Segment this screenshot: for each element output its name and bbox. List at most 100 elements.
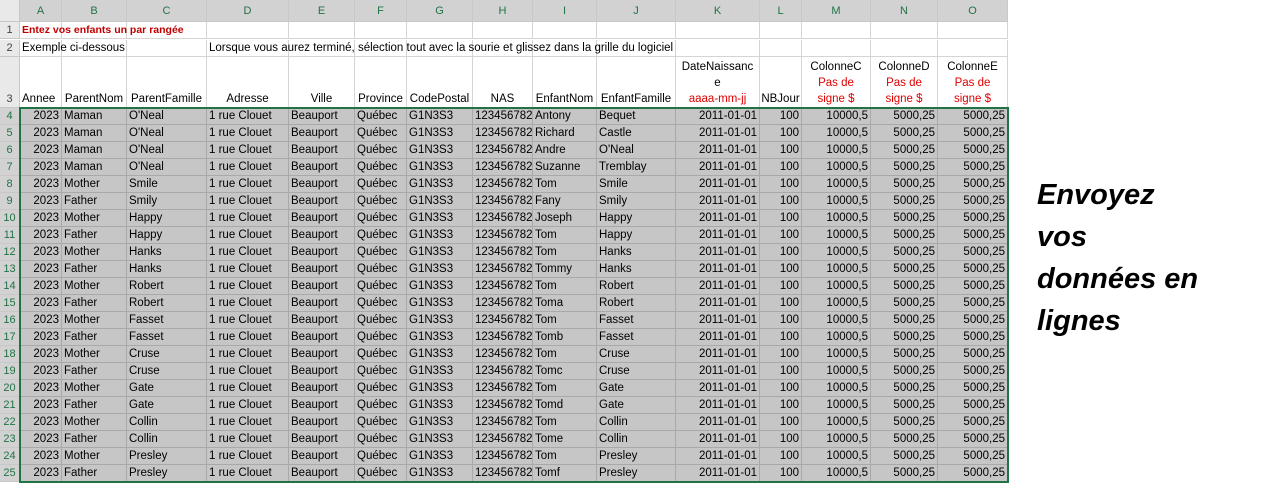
cell: 100 [760, 193, 802, 210]
cell: 123456782 [473, 159, 533, 176]
cell: Fasset [127, 329, 207, 346]
cell: 2011-01-01 [676, 244, 760, 261]
cell: Québec [355, 414, 407, 431]
cell: 1 rue Clouet [207, 261, 289, 278]
cell: 123456782 [473, 108, 533, 125]
cell: Québec [355, 278, 407, 295]
row-number: 17 [0, 329, 20, 346]
cell: Beauport [289, 227, 355, 244]
cell: Robert [597, 278, 676, 295]
cell: 2023 [20, 346, 62, 363]
cell: Mother [62, 448, 127, 465]
cell: G1N3S3 [407, 380, 473, 397]
cell: Father [62, 363, 127, 380]
cell [938, 22, 1008, 39]
cell: Beauport [289, 176, 355, 193]
column-letter: A [20, 0, 62, 22]
cell: Presley [127, 448, 207, 465]
cell: Father [62, 397, 127, 414]
cell: 2023 [20, 244, 62, 261]
cell [676, 22, 760, 39]
header-cell: Province [355, 57, 407, 108]
cell: Robert [127, 278, 207, 295]
cell: Québec [355, 125, 407, 142]
cell: 123456782 [473, 414, 533, 431]
header-label: ParentFamille [131, 93, 202, 105]
cell: 1 rue Clouet [207, 142, 289, 159]
cell: Mother [62, 210, 127, 227]
cell: Cruse [597, 363, 676, 380]
cell: 5000,25 [871, 193, 938, 210]
cell: 5000,25 [938, 346, 1008, 363]
cell: Cruse [127, 346, 207, 363]
cell [407, 22, 473, 39]
cell: Cruse [597, 346, 676, 363]
cell: 2011-01-01 [676, 193, 760, 210]
cell: Mother [62, 176, 127, 193]
cell: 10000,5 [802, 431, 871, 448]
cell: Gate [127, 380, 207, 397]
side-note-line: Envoyez [1037, 179, 1155, 211]
cell: 100 [760, 465, 802, 482]
cell [289, 40, 355, 57]
cell: Beauport [289, 397, 355, 414]
cell: Smily [597, 193, 676, 210]
cell [127, 40, 207, 57]
cell: G1N3S3 [407, 295, 473, 312]
cell: Hanks [127, 261, 207, 278]
row-number: 9 [0, 193, 20, 210]
column-letter: I [533, 0, 597, 22]
cell: Maman [62, 108, 127, 125]
header-label: DateNaissanc [681, 61, 754, 73]
cell: 10000,5 [802, 176, 871, 193]
cell: Québec [355, 346, 407, 363]
cell: 2011-01-01 [676, 431, 760, 448]
example-note: Lorsque vous aurez terminé, sélection to… [209, 42, 674, 54]
header-hint: signe $ [817, 93, 855, 105]
cell: Beauport [289, 448, 355, 465]
cell: 10000,5 [802, 380, 871, 397]
cell: 2023 [20, 125, 62, 142]
cell: Hanks [127, 244, 207, 261]
cell [802, 22, 871, 39]
cell [355, 22, 407, 39]
cell: 2011-01-01 [676, 295, 760, 312]
cell: 10000,5 [802, 108, 871, 125]
cell: 5000,25 [871, 278, 938, 295]
cell: Beauport [289, 244, 355, 261]
cell: Beauport [289, 193, 355, 210]
cell: 5000,25 [871, 159, 938, 176]
header-label: Province [358, 93, 403, 105]
cell: 2011-01-01 [676, 465, 760, 482]
cell: G1N3S3 [407, 244, 473, 261]
cell: G1N3S3 [407, 125, 473, 142]
row-number: 12 [0, 244, 20, 261]
cell: 5000,25 [938, 142, 1008, 159]
cell: 10000,5 [802, 414, 871, 431]
cell [20, 22, 62, 39]
cell: 10000,5 [802, 193, 871, 210]
cell: 5000,25 [871, 431, 938, 448]
row-number: 25 [0, 465, 20, 482]
cell: Beauport [289, 125, 355, 142]
header-hint: Pas de [886, 77, 922, 89]
header-cell: EnfantNom [533, 57, 597, 108]
cell: Québec [355, 363, 407, 380]
cell: 123456782 [473, 295, 533, 312]
cell [871, 22, 938, 39]
cell: 2011-01-01 [676, 448, 760, 465]
cell: Québec [355, 159, 407, 176]
cell [760, 40, 802, 57]
cell: Tom [533, 346, 597, 363]
header-cell: Annee [20, 57, 62, 108]
cell: 2011-01-01 [676, 414, 760, 431]
cell: Cruse [127, 363, 207, 380]
cell: Beauport [289, 329, 355, 346]
cell: Father [62, 295, 127, 312]
header-label: Ville [310, 93, 333, 105]
cell: 2011-01-01 [676, 142, 760, 159]
cell: Beauport [289, 210, 355, 227]
instruction: Entez vos enfants un par rangée [22, 24, 184, 36]
cell: 1 rue Clouet [207, 380, 289, 397]
